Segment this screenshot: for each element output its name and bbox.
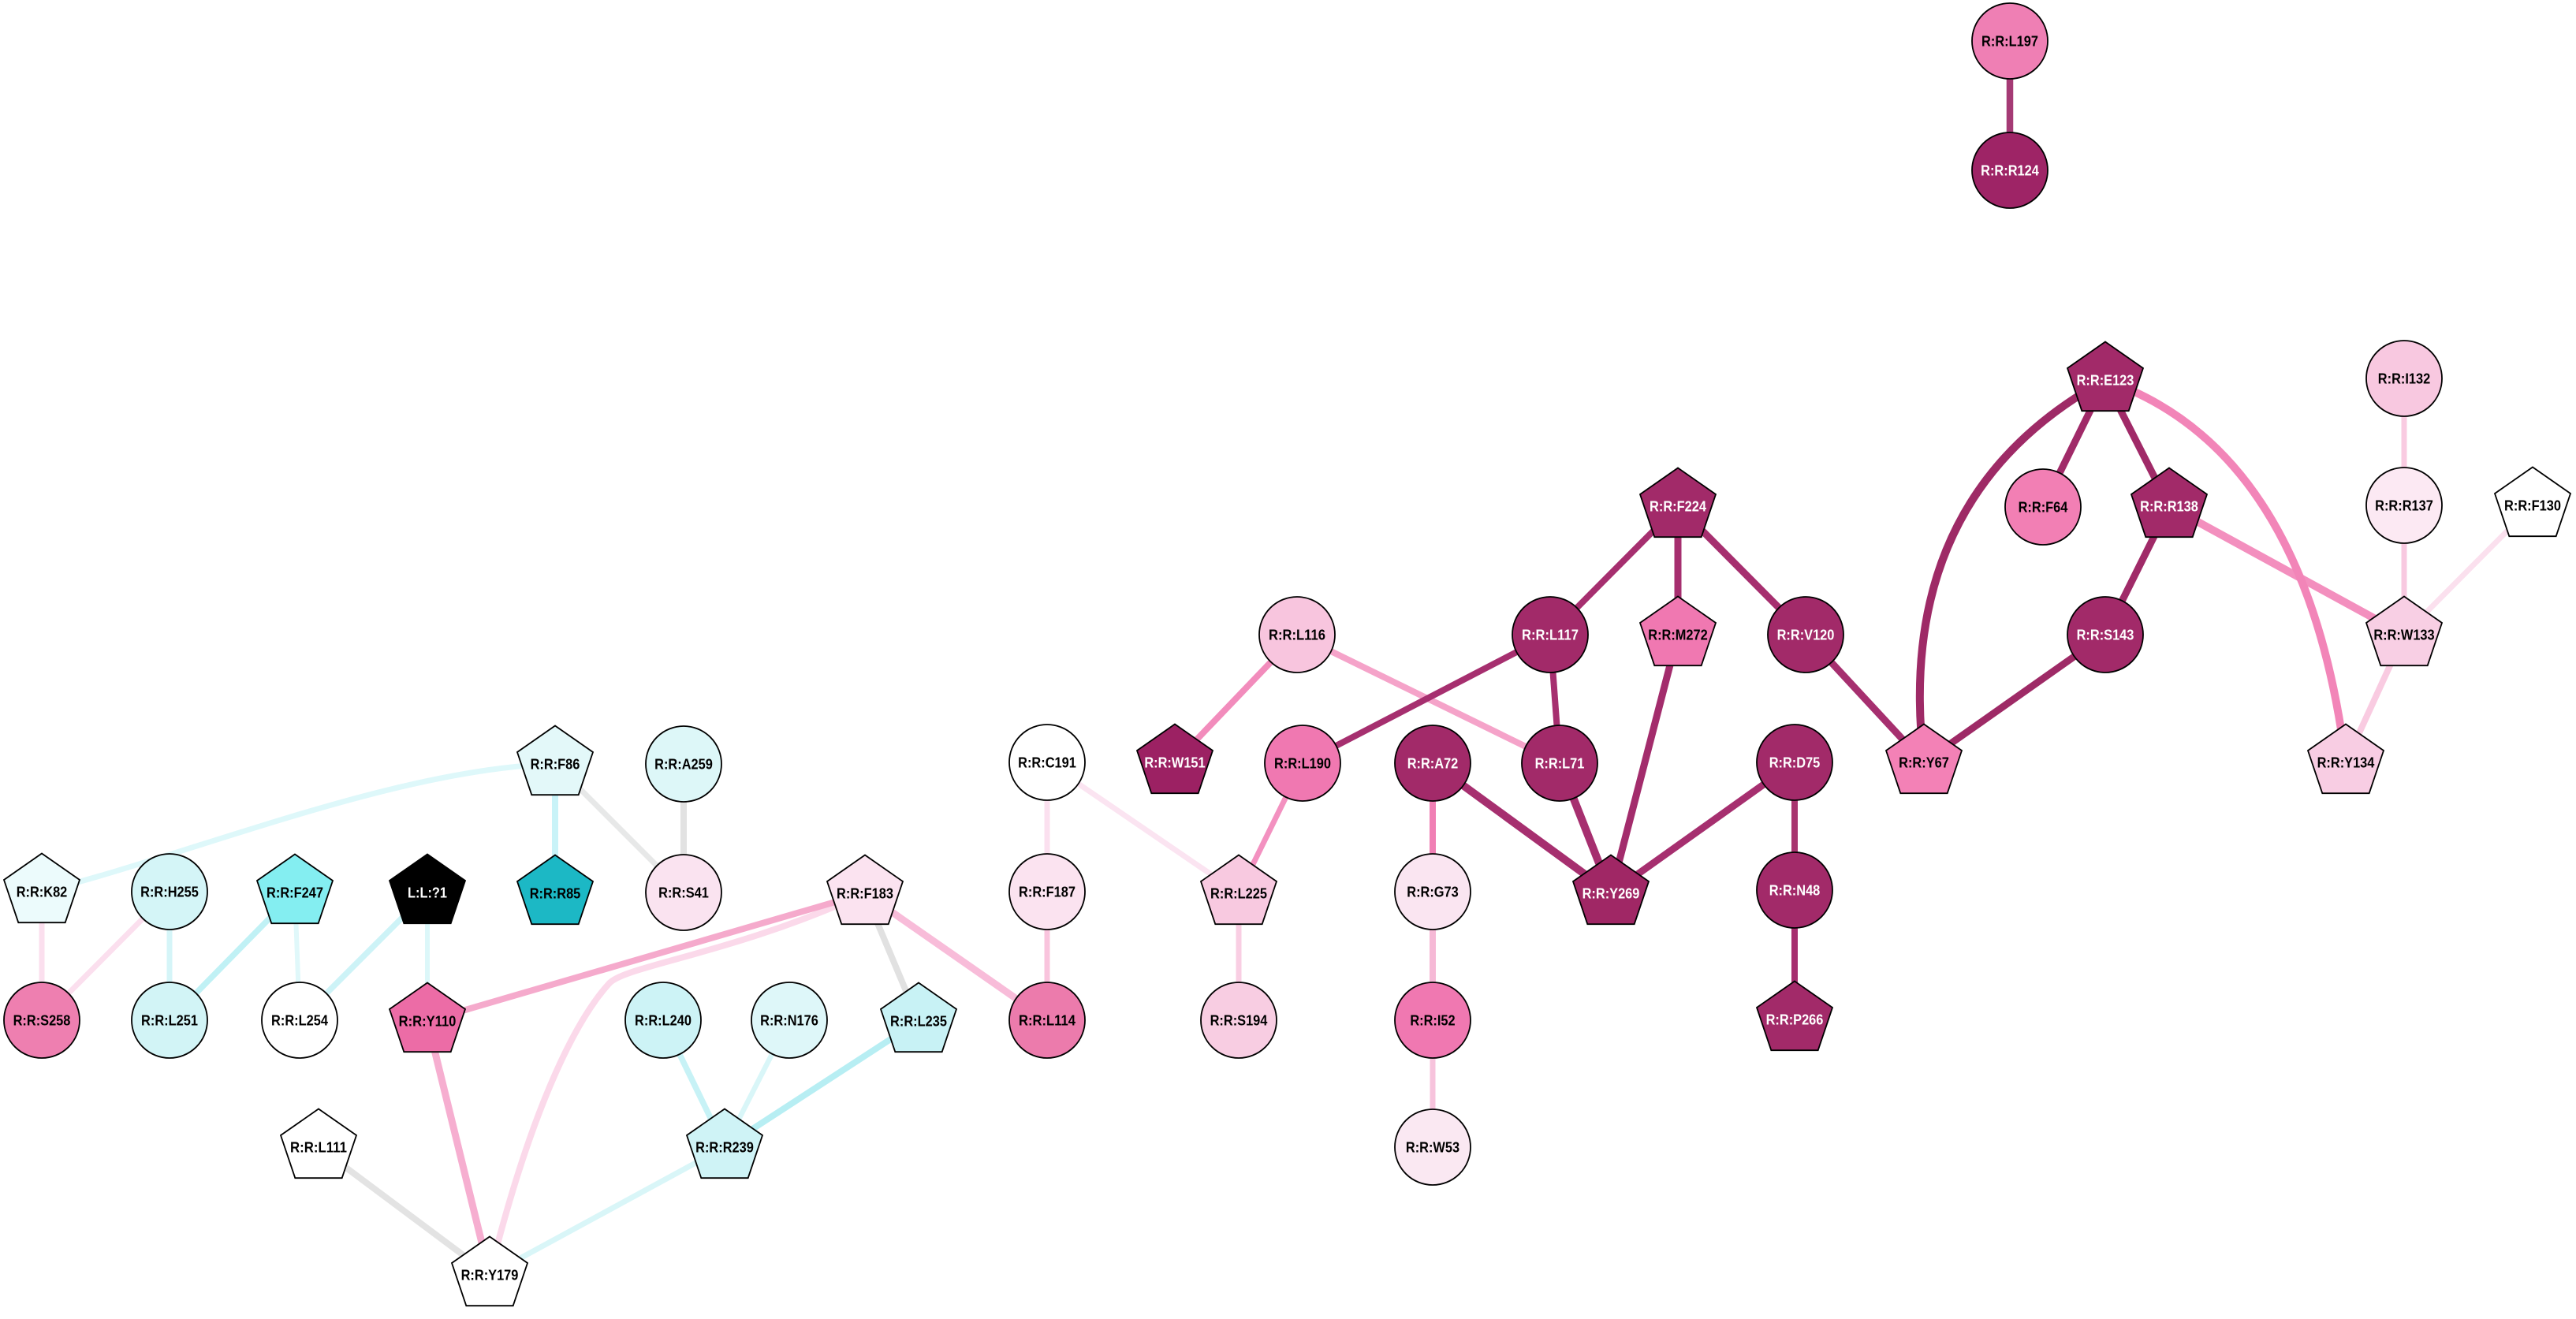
svg-text:R:R:S258: R:R:S258: [13, 1013, 71, 1029]
svg-text:R:R:L251: R:R:L251: [141, 1013, 198, 1029]
svg-text:R:R:S41: R:R:S41: [658, 885, 709, 901]
svg-text:R:R:L225: R:R:L225: [1210, 886, 1267, 902]
svg-text:R:R:L190: R:R:L190: [1274, 756, 1331, 772]
svg-text:R:R:P266: R:R:P266: [1766, 1012, 1824, 1028]
svg-text:R:R:M272: R:R:M272: [1648, 628, 1708, 643]
svg-text:R:R:S194: R:R:S194: [1210, 1013, 1268, 1029]
svg-text:R:R:L114: R:R:L114: [1019, 1013, 1076, 1029]
svg-text:R:R:F183: R:R:F183: [837, 886, 893, 902]
svg-text:R:R:K82: R:R:K82: [17, 885, 68, 900]
svg-text:R:R:L116: R:R:L116: [1269, 628, 1325, 643]
svg-text:R:R:W133: R:R:W133: [2373, 628, 2434, 643]
svg-text:R:R:H255: R:R:H255: [140, 885, 199, 900]
svg-text:R:R:R137: R:R:R137: [2375, 498, 2433, 514]
svg-text:R:R:L235: R:R:L235: [890, 1014, 947, 1030]
svg-text:R:R:A72: R:R:A72: [1407, 756, 1459, 772]
svg-text:R:R:R138: R:R:R138: [2140, 499, 2198, 515]
svg-text:R:R:L71: R:R:L71: [1535, 756, 1585, 772]
svg-text:R:R:I132: R:R:I132: [2378, 371, 2430, 387]
svg-text:R:R:F187: R:R:F187: [1019, 885, 1076, 900]
svg-text:R:R:A259: R:R:A259: [654, 757, 713, 773]
svg-text:R:R:R85: R:R:R85: [530, 886, 581, 902]
svg-text:R:R:L111: R:R:L111: [290, 1140, 347, 1156]
svg-text:R:R:Y110: R:R:Y110: [399, 1014, 457, 1030]
svg-text:R:R:G73: R:R:G73: [1407, 885, 1459, 900]
svg-text:R:R:F247: R:R:F247: [267, 885, 323, 901]
svg-text:R:R:L240: R:R:L240: [635, 1013, 692, 1029]
svg-text:R:R:L117: R:R:L117: [1522, 628, 1579, 643]
svg-text:R:R:W53: R:R:W53: [1406, 1140, 1459, 1156]
svg-text:R:R:Y134: R:R:Y134: [2317, 755, 2375, 771]
svg-text:R:R:D75: R:R:D75: [1769, 755, 1821, 771]
svg-text:R:R:Y179: R:R:Y179: [461, 1268, 519, 1284]
svg-text:R:R:N48: R:R:N48: [1769, 883, 1821, 899]
svg-text:R:R:Y269: R:R:Y269: [1583, 886, 1640, 902]
svg-text:R:R:Y67: R:R:Y67: [1899, 755, 1949, 771]
svg-text:L:L:?1: L:L:?1: [408, 885, 447, 901]
svg-text:R:R:L254: R:R:L254: [271, 1013, 328, 1029]
svg-text:R:R:F64: R:R:F64: [2019, 500, 2068, 516]
svg-text:R:R:V120: R:R:V120: [1777, 628, 1835, 643]
svg-text:R:R:S143: R:R:S143: [2077, 628, 2134, 643]
svg-text:R:R:I52: R:R:I52: [1410, 1013, 1455, 1029]
svg-text:R:R:F224: R:R:F224: [1650, 499, 1706, 515]
svg-text:R:R:N176: R:R:N176: [760, 1013, 818, 1029]
svg-text:R:R:F130: R:R:F130: [2504, 498, 2561, 514]
svg-text:R:R:F86: R:R:F86: [531, 757, 580, 773]
svg-text:R:R:W151: R:R:W151: [1144, 755, 1205, 771]
svg-text:R:R:E123: R:R:E123: [2077, 373, 2134, 389]
svg-text:R:R:R124: R:R:R124: [1981, 163, 2039, 179]
svg-text:R:R:C191: R:R:C191: [1018, 755, 1076, 771]
svg-text:R:R:R239: R:R:R239: [695, 1140, 754, 1156]
svg-text:R:R:L197: R:R:L197: [1981, 34, 2038, 50]
